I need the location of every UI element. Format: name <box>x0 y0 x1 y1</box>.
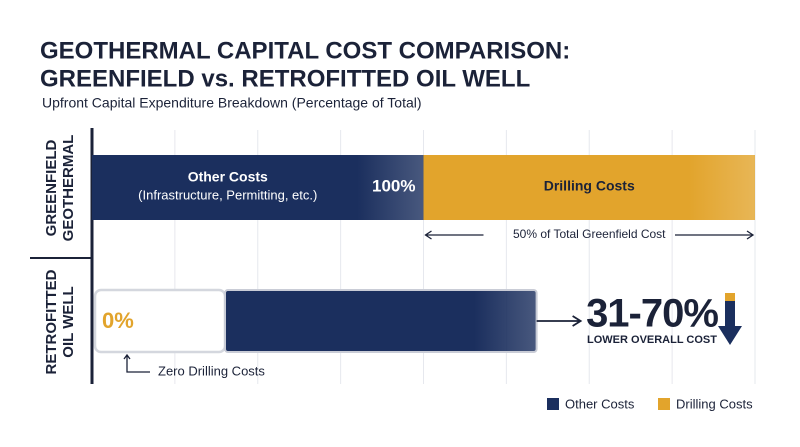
bar <box>224 289 538 353</box>
zero-pointer <box>123 353 150 373</box>
down-arrow-top <box>725 293 735 301</box>
value-label: 0% <box>102 308 134 333</box>
down-arrow <box>718 295 742 345</box>
bar <box>92 155 424 220</box>
legend-label: Drilling Costs <box>676 396 753 411</box>
bar-sublabel: (Infrastructure, Permitting, etc.) <box>138 187 317 202</box>
callout-arrow <box>536 315 583 327</box>
bar-label: Other Costs <box>188 169 268 185</box>
bracket-arrow <box>424 230 755 240</box>
chart-subtitle: Upfront Capital Expenditure Breakdown (P… <box>42 95 422 111</box>
bar <box>423 155 755 220</box>
bracket-label: 50% of Total Greenfield Cost <box>513 227 666 241</box>
chart-title: GEOTHERMAL CAPITAL COST COMPARISON: <box>40 37 570 64</box>
legend-swatch <box>547 398 559 410</box>
chart-title: GREENFIELD vs. RETROFITTED OIL WELL <box>40 65 530 92</box>
savings-value: 31-70% <box>586 292 718 336</box>
category-label: GREENFIELDGEOTHERMAL <box>43 135 77 242</box>
savings-caption: LOWER OVERALL COST <box>587 334 717 346</box>
bar-label: Drilling Costs <box>544 178 635 194</box>
legend-label: Other Costs <box>565 396 635 411</box>
category-label: RETROFITTEDOIL WELL <box>43 269 77 374</box>
legend-swatch <box>658 398 670 410</box>
total-label: 100% <box>372 176 415 195</box>
zero-label: Zero Drilling Costs <box>158 363 265 378</box>
